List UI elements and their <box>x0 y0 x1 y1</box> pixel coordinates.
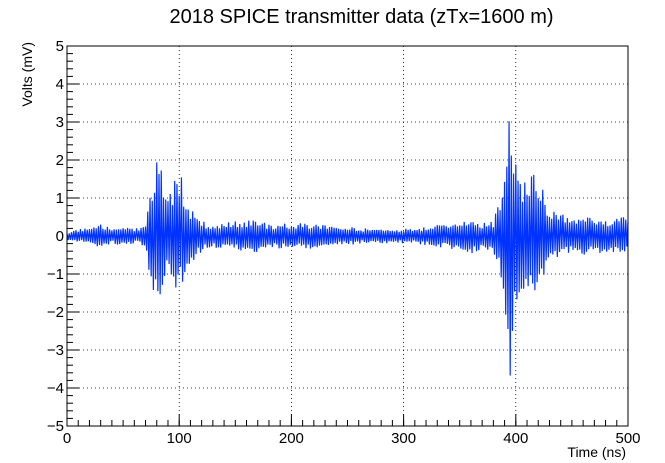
y-axis-label: Volts (mV) <box>19 42 35 107</box>
y-tick-label: 0 <box>56 228 64 245</box>
y-tick-label: 5 <box>56 38 64 55</box>
y-tick-label: −3 <box>47 342 64 359</box>
plot-frame <box>66 45 629 427</box>
y-tick-label: −1 <box>47 266 64 283</box>
grid-lines <box>67 46 628 426</box>
series-line-waveform <box>66 121 629 376</box>
y-tick-label: 1 <box>56 190 64 207</box>
x-axis-label: Time (ns) <box>567 444 626 460</box>
chart-title: 2018 SPICE transmitter data (zTx=1600 m) <box>169 6 553 28</box>
y-tick-label: 2 <box>56 152 64 169</box>
x-tick-label: 200 <box>279 430 304 447</box>
y-tick-label: −2 <box>47 304 64 321</box>
x-tick-label: 300 <box>391 430 416 447</box>
x-tick-label: 0 <box>63 430 71 447</box>
x-tick-label: 400 <box>503 430 528 447</box>
y-tick-label: −4 <box>47 380 64 397</box>
x-tick-label: 500 <box>615 430 640 447</box>
minor-ticks <box>66 45 629 427</box>
y-tick-label: 3 <box>56 114 64 131</box>
x-tick-label: 100 <box>167 430 192 447</box>
y-tick-label: 4 <box>56 76 64 93</box>
x-tick-labels: 0 100 200 300 400 500 <box>63 430 641 447</box>
y-tick-labels: −5 −4 −3 −2 −1 0 1 2 3 4 5 <box>47 38 64 435</box>
y-tick-label: −5 <box>47 418 64 435</box>
